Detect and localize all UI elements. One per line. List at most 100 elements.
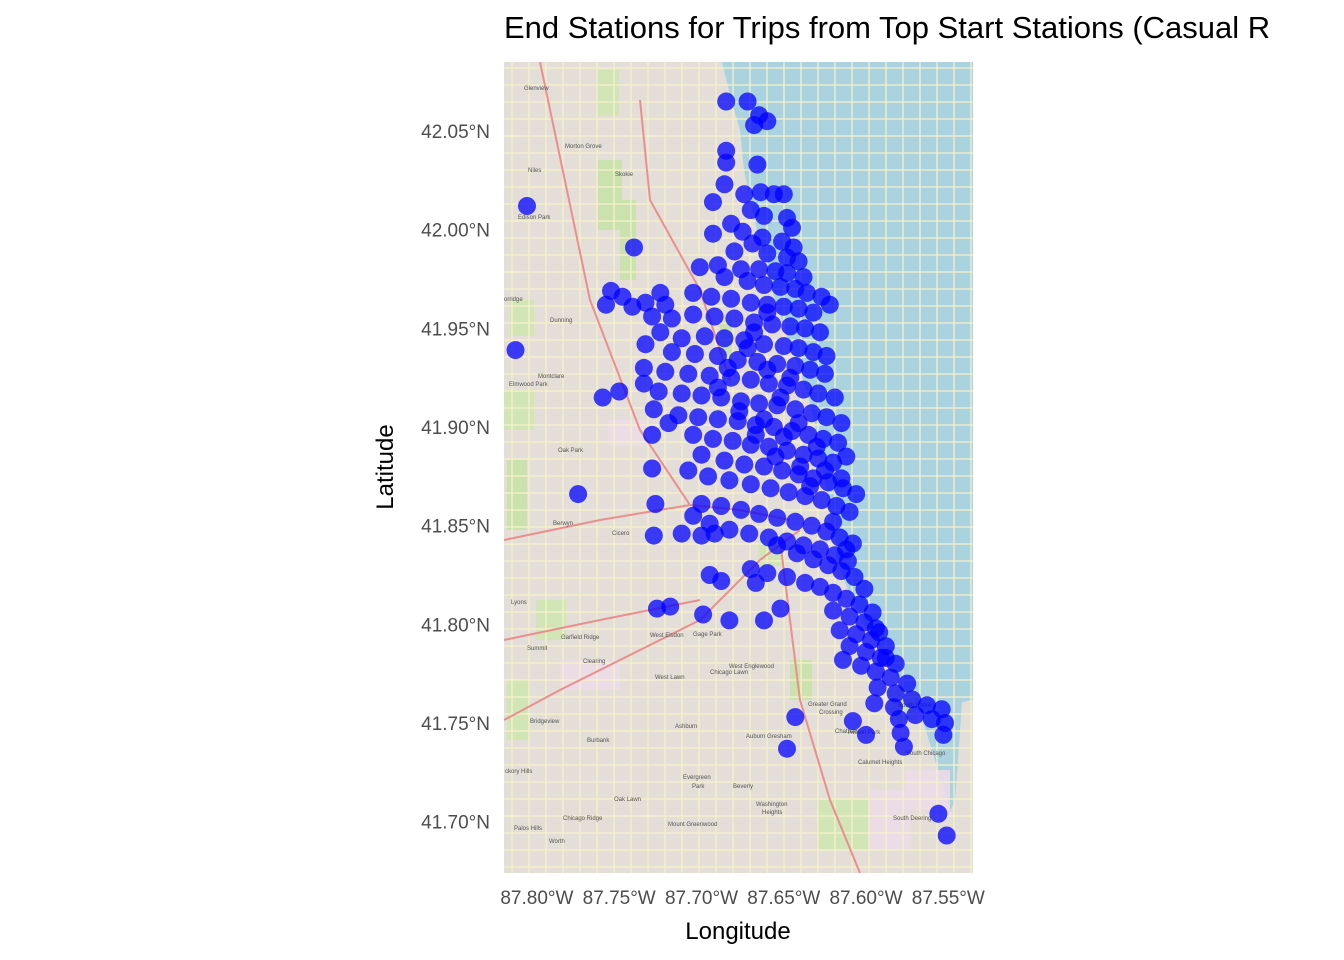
svg-text:Chatham: Chatham <box>835 729 859 735</box>
station-point-119 <box>689 408 708 427</box>
station-point-49 <box>623 297 642 316</box>
station-point-78 <box>789 339 808 358</box>
chart-title: End Stations for Trips from Top Start St… <box>504 10 1271 45</box>
station-point-20 <box>733 222 752 241</box>
station-point-139 <box>837 447 856 466</box>
station-point-117 <box>644 400 663 419</box>
station-point-98 <box>759 374 778 393</box>
station-point-158 <box>812 491 831 510</box>
station-point-184 <box>672 524 691 543</box>
station-point-161 <box>569 485 588 504</box>
station-point-187 <box>768 536 787 555</box>
y-tick-label-1: 42.00°N <box>421 221 490 242</box>
svg-text:South Deering: South Deering <box>893 816 931 822</box>
station-point-53 <box>702 287 721 306</box>
station-point-120 <box>708 410 727 429</box>
station-point-81 <box>506 341 525 360</box>
svg-text:Glenview: Glenview <box>524 86 549 92</box>
station-point-80 <box>817 347 836 365</box>
station-point-85 <box>708 347 727 365</box>
station-point-151 <box>679 461 698 480</box>
station-point-250 <box>771 388 790 407</box>
station-point-255 <box>791 457 810 476</box>
station-point-52 <box>684 283 703 302</box>
svg-text:Greater Grand: Greater Grand <box>808 702 847 708</box>
station-point-234 <box>906 706 925 725</box>
svg-text:Burbank: Burbank <box>587 738 610 744</box>
station-point-60 <box>820 295 839 314</box>
svg-text:Edison Park: Edison Park <box>518 215 551 221</box>
station-point-188 <box>787 544 806 563</box>
station-point-129 <box>643 425 662 444</box>
svg-text:Berwyn: Berwyn <box>553 521 573 527</box>
x-tick-label-0: 87.80°W <box>500 888 573 909</box>
station-point-196 <box>796 573 815 592</box>
station-point-271 <box>876 648 895 667</box>
station-point-131 <box>704 429 722 448</box>
station-point-219 <box>857 643 875 661</box>
station-point-128 <box>659 414 678 433</box>
station-point-206 <box>824 601 843 620</box>
station-point-100 <box>794 380 813 399</box>
station-point-127 <box>829 433 848 452</box>
station-point-176 <box>740 524 759 543</box>
station-point-239 <box>857 725 875 744</box>
station-point-13 <box>774 185 793 204</box>
y-tick-label-7: 41.70°N <box>421 813 490 834</box>
svg-text:Chicago Lawn: Chicago Lawn <box>710 670 748 676</box>
station-point-264 <box>766 447 785 466</box>
station-point-242 <box>894 737 913 756</box>
station-point-105 <box>634 374 653 393</box>
station-point-104 <box>610 382 629 401</box>
station-point-14 <box>704 193 722 212</box>
station-point-9 <box>715 175 734 194</box>
station-point-54 <box>722 289 741 308</box>
station-point-223 <box>852 656 871 675</box>
station-point-27 <box>758 244 777 263</box>
station-point-2 <box>738 92 757 111</box>
station-point-155 <box>761 479 780 498</box>
svg-text:Calumet Heights: Calumet Heights <box>858 760 902 766</box>
station-point-61 <box>643 307 662 326</box>
station-point-207 <box>840 607 859 626</box>
station-point-84 <box>685 345 704 363</box>
station-point-164 <box>712 497 731 515</box>
station-point-229 <box>903 690 922 709</box>
station-point-68 <box>781 317 800 336</box>
x-tick-label-2: 87.70°W <box>665 888 738 909</box>
station-point-162 <box>646 495 665 513</box>
station-point-108 <box>692 386 711 405</box>
svg-text:Skokie: Skokie <box>615 172 634 178</box>
station-point-166 <box>750 504 769 523</box>
station-point-92 <box>634 358 653 377</box>
svg-text:Palos Hills: Palos Hills <box>514 826 542 832</box>
station-point-245 <box>929 804 948 823</box>
station-point-11 <box>751 183 770 202</box>
svg-text:Niles: Niles <box>528 168 541 174</box>
svg-text:Lyons: Lyons <box>511 600 527 606</box>
station-point-103 <box>593 388 612 407</box>
station-point-251 <box>755 410 773 429</box>
svg-text:Garfield Ridge: Garfield Ridge <box>561 635 600 641</box>
station-point-39 <box>738 272 757 290</box>
station-point-258 <box>758 303 777 322</box>
station-point-93 <box>656 362 675 381</box>
svg-text:Mount Greenwood: Mount Greenwood <box>668 822 717 828</box>
station-point-175 <box>720 520 739 539</box>
station-point-142 <box>735 455 754 474</box>
svg-text:Gage Park: Gage Park <box>693 632 723 638</box>
station-point-97 <box>741 370 760 389</box>
svg-text:West Lawn: West Lawn <box>655 675 685 681</box>
station-point-71 <box>651 323 670 342</box>
station-point-73 <box>695 327 714 346</box>
station-point-265 <box>801 477 820 496</box>
svg-text:West Englewood: West Englewood <box>729 664 774 670</box>
station-point-106 <box>649 382 668 401</box>
station-point-270 <box>870 623 889 642</box>
station-point-69 <box>796 319 815 338</box>
station-point-130 <box>684 425 703 444</box>
station-point-113 <box>786 400 805 419</box>
svg-text:Oak Lawn: Oak Lawn <box>614 797 641 803</box>
x-axis-title: Longitude <box>685 918 790 945</box>
station-point-141 <box>715 451 734 470</box>
